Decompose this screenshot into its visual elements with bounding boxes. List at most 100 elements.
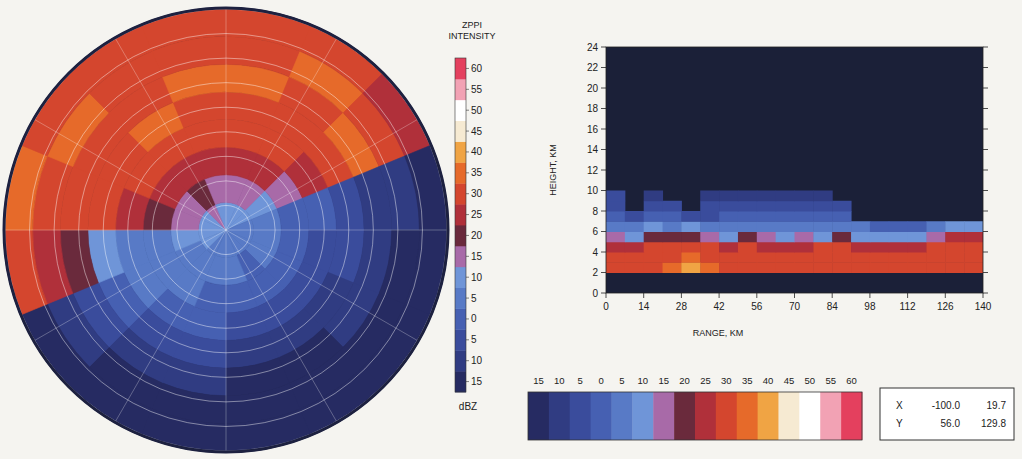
rhi-cell [719,242,738,253]
rhi-cell [832,232,851,243]
rhi-cell [738,252,757,263]
colorbar-tick-label: 5 [578,375,583,386]
rhi-cell [795,221,814,232]
colorbar-tick-label: 30 [721,375,732,386]
rhi-cell [625,221,644,232]
y-tick [601,293,606,294]
colorbar-tick-label: 0 [471,313,477,324]
rhi-cell [945,242,964,253]
y-tick-right [983,190,988,191]
colorbar-tick-label: 10 [554,375,565,386]
y-tick-right [983,170,988,171]
rhi-cell [908,252,927,263]
colorbar-block [455,121,466,142]
x-tick [794,293,795,298]
rhi-cell [663,242,682,253]
colorbar-tick [466,131,469,132]
colorbar-tick-label: 55 [825,375,836,386]
colorbar-block [549,392,570,440]
ppi-colorbar: 15105051015202530354045505560ZPPIINTENSI… [448,20,495,412]
rhi-cell [945,232,964,243]
ppi-cell [171,230,201,251]
rhi-cell [700,242,719,253]
rhi-cell [813,242,832,253]
x-tick-label: 98 [864,301,876,312]
y-tick-label: 8 [592,206,598,217]
colorbar-tick [466,256,469,257]
y-tick [601,170,606,171]
colorbar-tick-label: 5 [471,293,477,304]
colorbar-tick-label: 10 [471,272,483,283]
rhi-cell [719,221,738,232]
rhi-cell [832,221,851,232]
rhi-cell [813,232,832,243]
rhi-cell [964,232,983,243]
ppi-cell [226,256,247,286]
colorbar-block [716,392,737,440]
rhi-cell [870,232,889,243]
colorbar-tick-label: 15 [658,375,669,386]
rhi-cell [681,252,700,263]
y-tick-label: 12 [587,165,599,176]
rhi-cell [870,221,889,232]
colorbar-block [612,392,633,440]
ppi-cell [5,144,48,230]
colorbar-tick-label: 5 [619,375,624,386]
x-tick [832,293,833,298]
y-tick-right [983,129,988,130]
rhi-cell [644,232,663,243]
rhi-cell [719,252,738,263]
colorbar-block [455,142,466,163]
rhi-cell [606,191,625,202]
rhi-cell [908,242,927,253]
rhi-cell [719,232,738,243]
rhi-cell [776,252,795,263]
rhi-cell [870,242,889,253]
colorbar-tick-label: 15 [471,251,483,262]
azimuth-spoke [116,39,227,230]
rhi-cell [795,211,814,222]
azimuth-spoke [35,230,226,341]
rhi-cell [851,242,870,253]
ppi-border [3,7,449,453]
colorbar-block [841,392,862,440]
colorbar-title-line: INTENSITY [448,31,495,41]
colorbar-tick-label: 45 [784,375,795,386]
x-tick-label: 126 [937,301,954,312]
rhi-cell [681,262,700,273]
colorbar-tick-label: 30 [471,188,483,199]
rhi-cell [700,191,719,202]
colorbar-tick-label: 45 [471,126,483,137]
colorbar-tick [466,298,469,299]
rhi-cell [889,221,908,232]
rhi-cell [795,191,814,202]
rhi-cell [795,262,814,273]
y-tick-label: 2 [592,267,598,278]
rhi-cell [851,262,870,273]
colorbar-tick-label: 15 [533,375,544,386]
colorbar-title-line: ZPPI [462,20,482,30]
rhi-cell [776,191,795,202]
rhi-cell [719,262,738,273]
rhi-cell [795,242,814,253]
rhi-cell [776,242,795,253]
colorbar-block [591,392,612,440]
colorbar-tick [466,68,469,69]
colorbar-tick [466,214,469,215]
rhi-cell [889,262,908,273]
rhi-cell [700,232,719,243]
y-tick [601,67,606,68]
x-tick [869,293,870,298]
azimuth-spoke [5,230,226,231]
y-tick-label: 20 [587,83,599,94]
cursor-box: X-100.019.7Y56.0129.8 [880,388,1014,440]
colorbar-block [632,392,653,440]
x-tick [907,293,908,298]
y-tick-right [983,272,988,273]
rhi-cell [625,262,644,273]
y-tick [601,190,606,191]
x-axis-title: RANGE, KM [693,328,744,338]
cursor-value: 56.0 [941,418,961,429]
y-tick-label: 24 [587,42,599,53]
ppi-cell [405,145,447,231]
